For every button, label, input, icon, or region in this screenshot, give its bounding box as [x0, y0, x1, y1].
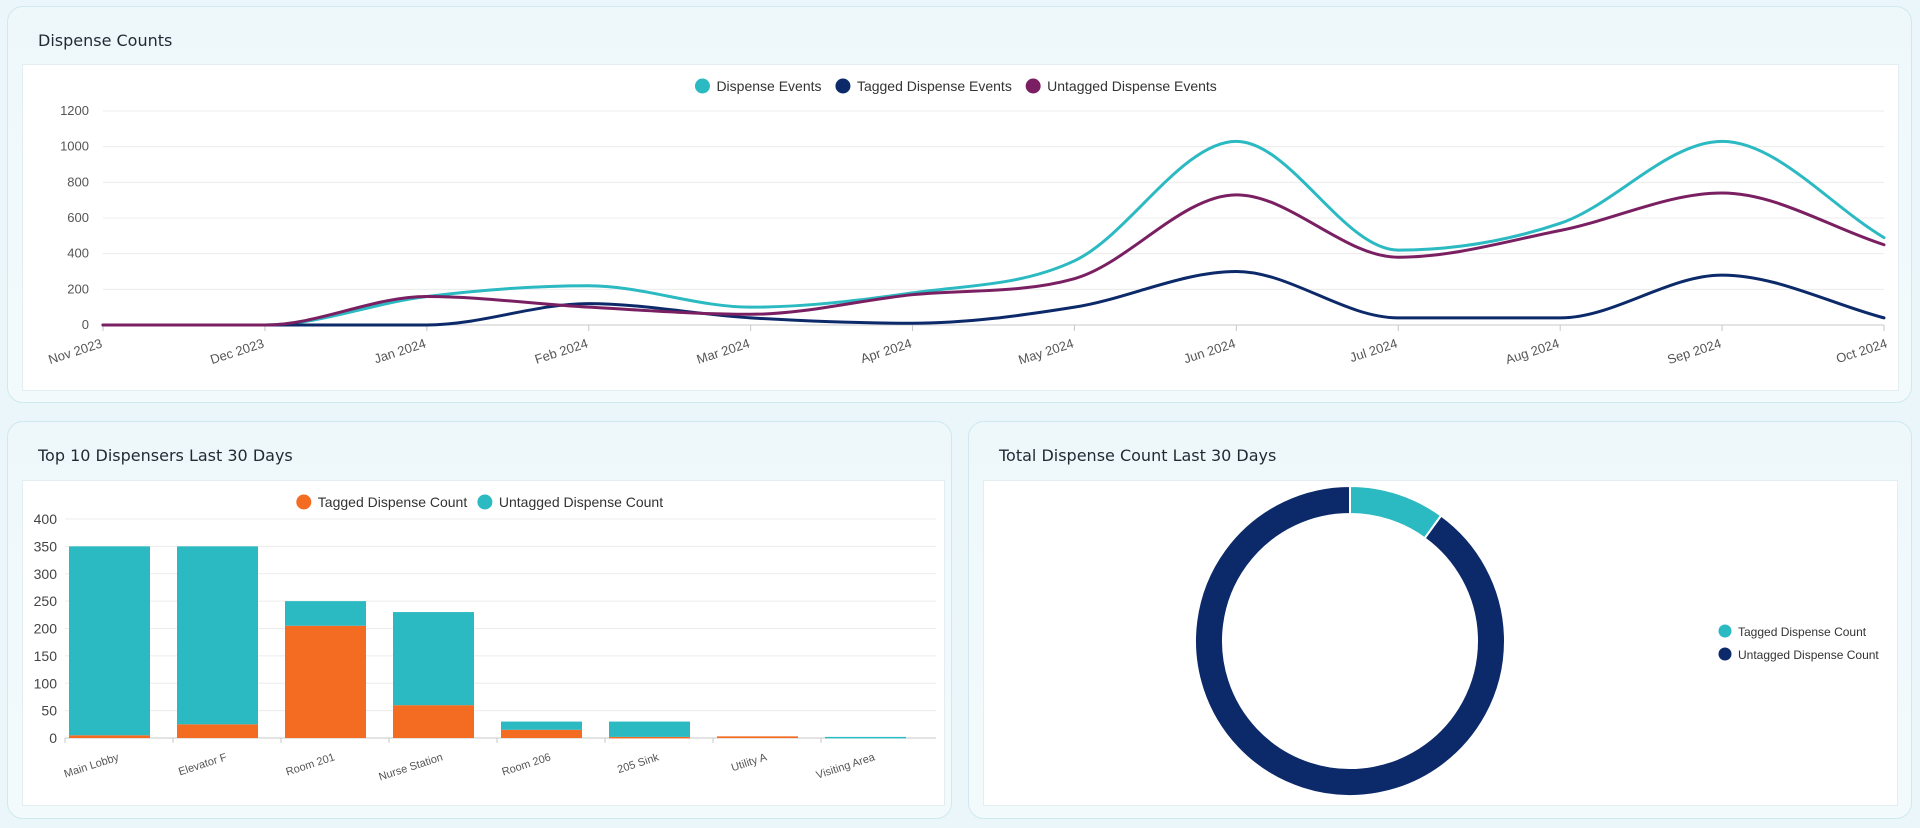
y-tick-label: 350 [34, 538, 58, 554]
legend-label-untagged-dispense-count: Untagged Dispense Count [1738, 648, 1879, 662]
legend-label-untagged-dispense-count: Untagged Dispense Count [499, 494, 663, 510]
total-dispense-donut-chart: Tagged Dispense Count Untagged Dispense C… [1194, 484, 1879, 797]
dispense-counts-line-chart: 0 200 400 600 800 1000 1200 Nov 2023 Dec 2023 Jan… [46, 78, 1889, 368]
y-tick-label: 200 [67, 281, 89, 296]
x-tick-label: Mar 2024 [695, 336, 752, 367]
x-tick-label: Visiting Area [815, 751, 878, 782]
legend-marker-tagged-dispense-events [835, 78, 851, 94]
x-tick-label: 205 Sink [616, 751, 661, 776]
legend-marker-untagged-dispense-events [1025, 78, 1041, 94]
y-tick-label: 1200 [60, 103, 89, 118]
bar-tagged-dispense-count-elevator-f [177, 724, 258, 738]
bar-untagged-dispense-count-room-206 [501, 721, 582, 730]
bar-tagged-dispense-count-room-201 [285, 625, 366, 738]
x-tick-label: Sep 2024 [1665, 336, 1723, 367]
top10-dispensers-bar-chart: 0 50 100 150 200 250 300 350 400 Main Lobby Elevat… [34, 494, 936, 783]
x-tick-label: Nov 2023 [46, 336, 104, 367]
y-tick-label: 50 [41, 703, 57, 719]
bar-untagged-dispense-count-205-sink [609, 721, 690, 737]
x-tick-label: Apr 2024 [859, 336, 914, 367]
x-tick-label: Jan 2024 [372, 336, 428, 367]
top10-dispensers-title: Top 10 Dispensers Last 30 Days [38, 446, 293, 465]
y-tick-label: 300 [34, 566, 58, 582]
total-dispense-chart-box: Tagged Dispense Count Untagged Dispense C… [983, 480, 1898, 806]
y-tick-label: 200 [34, 621, 58, 637]
bar-untagged-dispense-count-visiting-area [825, 736, 906, 739]
y-tick-label: 600 [67, 210, 89, 225]
x-tick-label: Main Lobby [63, 751, 121, 780]
bar-untagged-dispense-count-nurse-station [393, 612, 474, 706]
y-tick-label: 150 [34, 648, 58, 664]
legend-marker-untagged-dispense-count [477, 494, 493, 510]
legend-marker-tagged-dispense-count [296, 494, 312, 510]
legend-marker-tagged-dispense-count [1718, 624, 1732, 638]
y-tick-label: 250 [34, 593, 58, 609]
donut-slice-tagged-dispense-count [1349, 484, 1443, 540]
bar-untagged-dispense-count-room-201 [285, 601, 366, 626]
bar-tagged-dispense-count-room-206 [501, 729, 582, 738]
legend-label-dispense-events: Dispense Events [716, 78, 821, 94]
x-tick-label: Jul 2024 [1348, 336, 1399, 365]
series-line-dispense-events [101, 139, 1886, 327]
legend-marker-dispense-events [694, 78, 710, 94]
x-tick-label: Nurse Station [377, 751, 444, 783]
y-tick-label: 0 [49, 730, 57, 746]
x-tick-label: Room 201 [284, 751, 336, 778]
x-tick-label: Oct 2024 [1834, 336, 1889, 367]
bar-tagged-dispense-count-main-lobby [69, 735, 150, 738]
bar-tagged-dispense-count-utility-a [717, 736, 798, 738]
bar-untagged-dispense-count-main-lobby [69, 546, 150, 736]
dispense-counts-panel: Dispense Counts 0 200 400 600 800 1000 1200 Nov… [7, 6, 1912, 403]
x-tick-label: Elevator F [177, 751, 229, 778]
total-dispense-panel: Total Dispense Count Last 30 Days Tagged… [968, 421, 1912, 819]
y-tick-label: 400 [67, 246, 89, 261]
top10-dispensers-chart-box: 0 50 100 150 200 250 300 350 400 Main Lobby Elevat… [22, 480, 945, 806]
dispense-counts-chart-box: 0 200 400 600 800 1000 1200 Nov 2023 Dec 2023 Jan… [22, 64, 1899, 391]
bar-tagged-dispense-count-nurse-station [393, 705, 474, 738]
series-line-tagged-dispense-events [101, 269, 1886, 327]
y-tick-label: 800 [67, 174, 89, 189]
x-tick-label: Dec 2023 [208, 336, 266, 367]
bar-tagged-dispense-count-205-sink [609, 736, 690, 739]
bar-untagged-dispense-count-elevator-f [177, 546, 258, 725]
donut-slice-untagged-dispense-count [1194, 484, 1506, 797]
legend-label-tagged-dispense-count: Tagged Dispense Count [318, 494, 468, 510]
x-tick-label: Jun 2024 [1182, 336, 1238, 367]
legend-label-untagged-dispense-events: Untagged Dispense Events [1047, 78, 1217, 94]
legend-label-tagged-dispense-events: Tagged Dispense Events [857, 78, 1012, 94]
total-dispense-title: Total Dispense Count Last 30 Days [999, 446, 1277, 465]
x-tick-label: May 2024 [1016, 336, 1075, 368]
legend-marker-untagged-dispense-count [1718, 647, 1732, 661]
y-tick-label: 400 [34, 511, 58, 527]
x-tick-label: Room 206 [500, 751, 552, 778]
x-tick-label: Aug 2024 [1504, 336, 1562, 367]
y-tick-label: 100 [34, 675, 58, 691]
x-tick-label: Feb 2024 [533, 336, 590, 367]
x-tick-label: Utility A [730, 751, 769, 774]
y-tick-label: 0 [82, 317, 89, 332]
legend-label-tagged-dispense-count: Tagged Dispense Count [1738, 625, 1867, 639]
series-line-untagged-dispense-events [101, 191, 1886, 327]
dispense-counts-title: Dispense Counts [38, 31, 173, 50]
top10-dispensers-panel: Top 10 Dispensers Last 30 Days 0 50 100 150… [7, 421, 952, 819]
y-tick-label: 1000 [60, 139, 89, 154]
